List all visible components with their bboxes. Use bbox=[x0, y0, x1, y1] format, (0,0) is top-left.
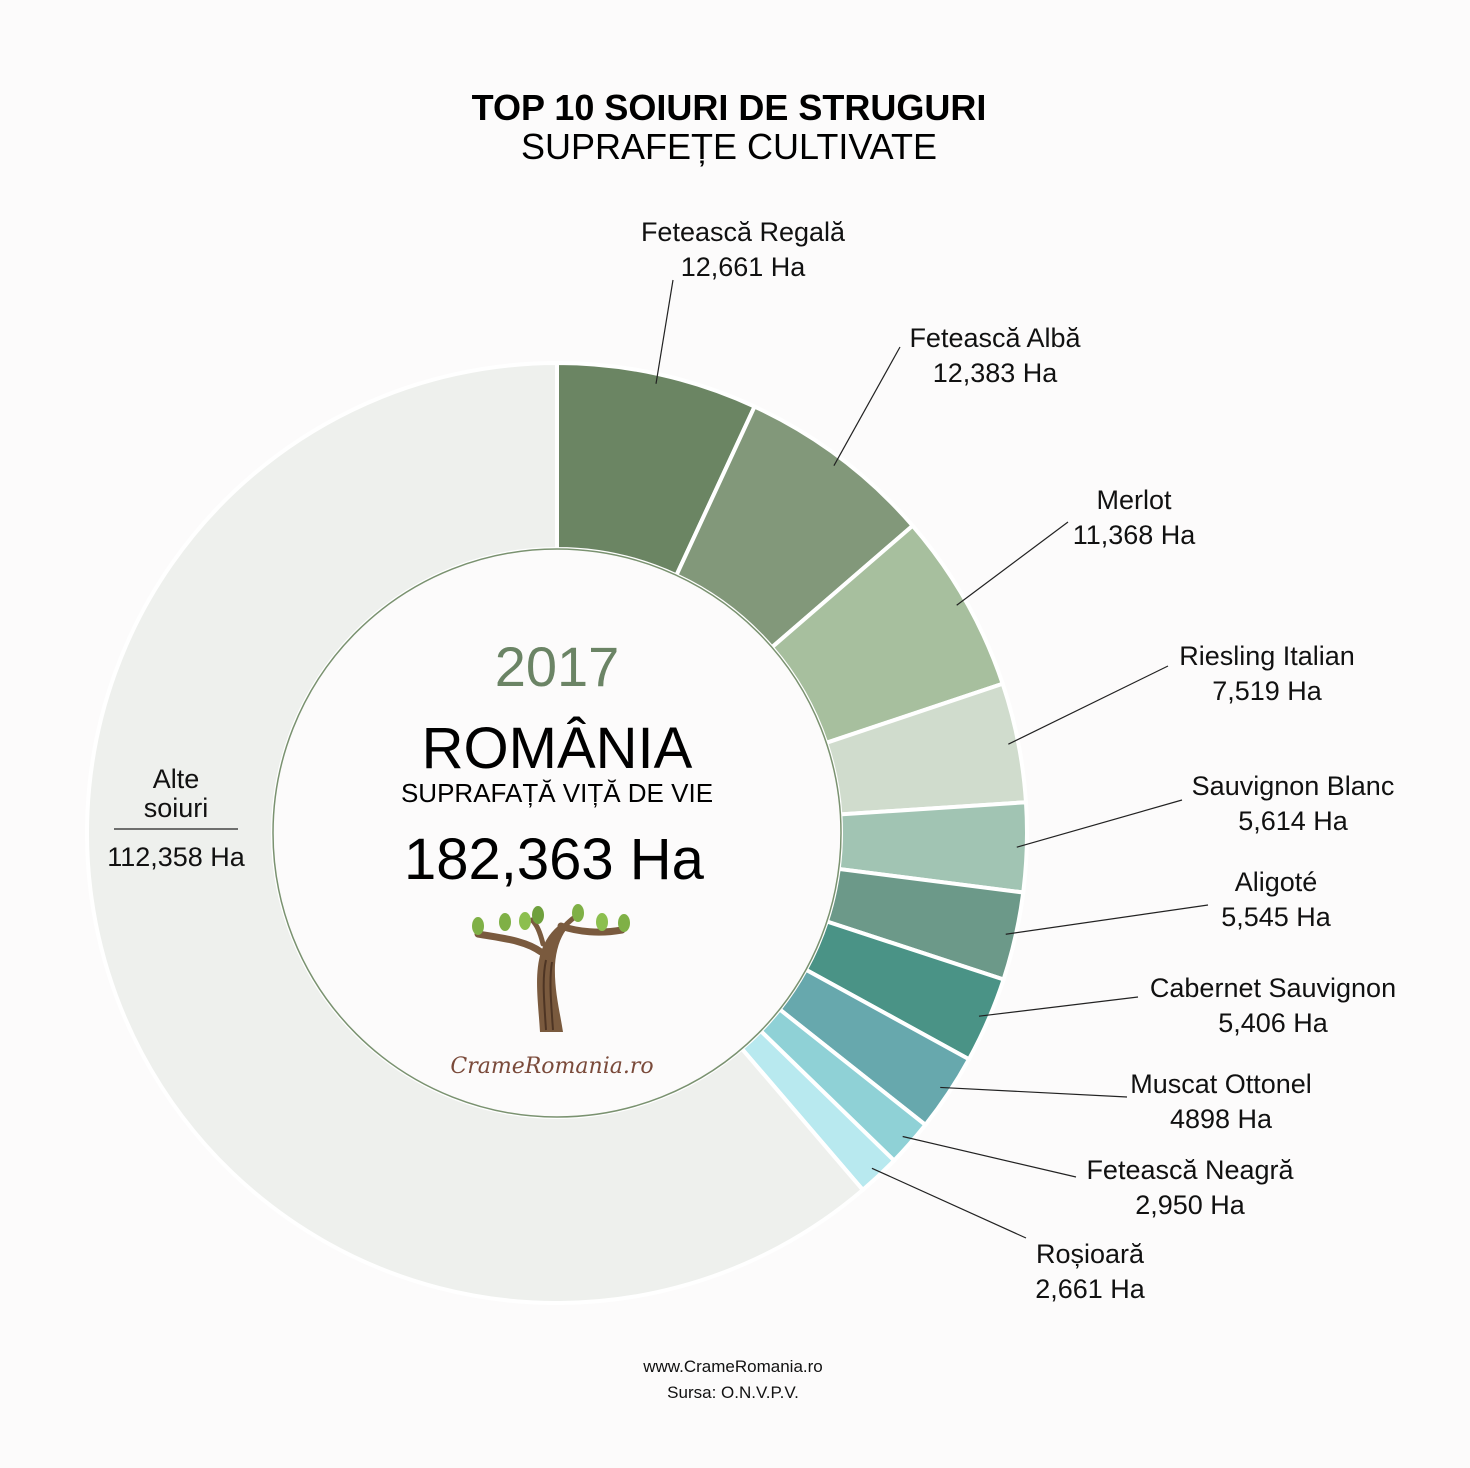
slice-name-label: Alte bbox=[153, 764, 200, 794]
slice-name-label: Cabernet Sauvignon bbox=[1150, 973, 1396, 1003]
slice-name-label: Fetească Neagră bbox=[1086, 1155, 1294, 1185]
leader-line bbox=[1005, 904, 1209, 935]
donut-center bbox=[272, 548, 842, 1118]
chart-subtitle: SUPRAFEȚE CULTIVATE bbox=[521, 126, 937, 167]
leader-line bbox=[871, 1167, 1027, 1239]
leader-line bbox=[956, 521, 1069, 606]
slice-name-label: Fetească Albă bbox=[909, 323, 1081, 353]
slice-value-label: 5,614 Ha bbox=[1238, 806, 1349, 836]
slice-name-label: soiuri bbox=[144, 793, 209, 823]
logo-vine-icon bbox=[472, 904, 630, 1032]
slice-name-label: Muscat Ottonel bbox=[1130, 1069, 1312, 1099]
leader-line bbox=[655, 279, 674, 384]
slice-name-label: Riesling Italian bbox=[1179, 641, 1355, 671]
leader-line bbox=[1008, 665, 1169, 745]
slice-value-label: 5,406 Ha bbox=[1218, 1008, 1329, 1038]
leader-line bbox=[1016, 799, 1183, 848]
slice-value-label: 11,368 Ha bbox=[1073, 520, 1197, 550]
slice-value-label: 112,358 Ha bbox=[107, 842, 246, 872]
brand-logo-text: CrameRomania.ro bbox=[450, 1054, 653, 1079]
chart-title: TOP 10 SOIURI DE STRUGURI bbox=[472, 87, 987, 128]
center-total: 182,363 Ha bbox=[404, 827, 705, 892]
slice-value-label: 2,661 Ha bbox=[1035, 1274, 1146, 1304]
slice-labels: Fetească Regală 12,661 Ha Fetească Albă 12,… bbox=[107, 217, 1396, 1304]
leader-lines bbox=[655, 279, 1209, 1239]
slice-name-label: Roșioară bbox=[1036, 1239, 1145, 1269]
slice-value-label: 4898 Ha bbox=[1170, 1104, 1273, 1134]
center-year: 2017 bbox=[495, 635, 620, 698]
slice-value-label: 12,383 Ha bbox=[933, 358, 1059, 388]
leader-line bbox=[978, 996, 1139, 1017]
slice-name-label: Sauvignon Blanc bbox=[1192, 771, 1395, 801]
slice-value-label: 12,661 Ha bbox=[681, 252, 807, 282]
leader-line bbox=[940, 1086, 1128, 1098]
slice-value-label: 7,519 Ha bbox=[1212, 676, 1323, 706]
donut-slices bbox=[85, 360, 1029, 1305]
footer-source: Sursa: O.N.V.P.V. bbox=[667, 1383, 799, 1402]
center-country: ROMÂNIA bbox=[422, 716, 693, 781]
slice-value-label: 5,545 Ha bbox=[1221, 902, 1332, 932]
slice-name-label: Merlot bbox=[1096, 485, 1172, 515]
footer-website: www.CrameRomania.ro bbox=[642, 1357, 823, 1376]
leader-line bbox=[902, 1135, 1077, 1178]
slice-value-label: 2,950 Ha bbox=[1135, 1190, 1246, 1220]
leader-line bbox=[833, 346, 901, 466]
center-caption: SUPRAFAȚĂ VIȚĂ DE VIE bbox=[401, 778, 713, 808]
slice-name-label: Fetească Regală bbox=[641, 217, 846, 247]
slice-name-label: Aligoté bbox=[1235, 867, 1318, 897]
